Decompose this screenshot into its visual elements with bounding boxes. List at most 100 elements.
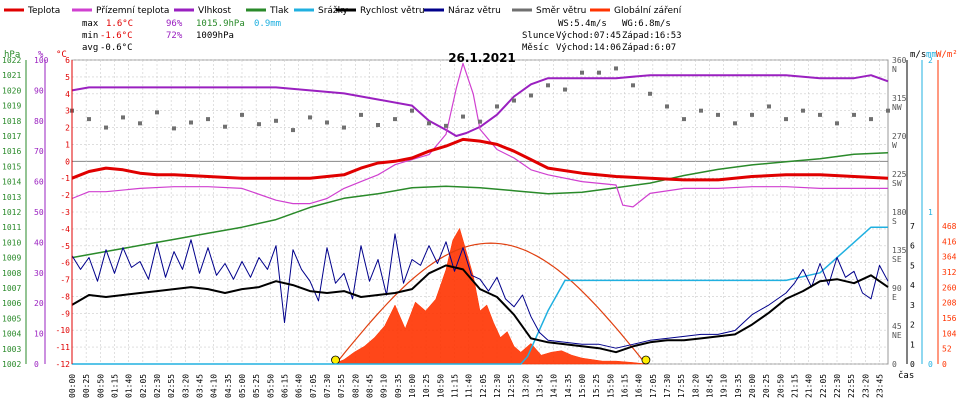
axis-degc-tick: -6: [60, 259, 70, 268]
axis-hpa-tick: 1006: [2, 299, 21, 308]
wind-direction-point: [138, 121, 142, 126]
sunset-marker: [641, 355, 651, 365]
axis-dir-name: NW: [892, 103, 902, 112]
axis-pct-tick: 60: [34, 178, 44, 187]
wind-direction-point: [665, 104, 669, 109]
stat-max-hum: 96%: [166, 19, 183, 29]
axis-ms-tick: 1: [910, 340, 915, 349]
axis-ms-tick: 4: [910, 281, 915, 290]
x-tick-label: 17:55: [677, 374, 686, 398]
axis-hpa-tick: 1021: [2, 71, 21, 80]
wind-direction-point: [801, 108, 805, 113]
x-tick-label: 07:55: [337, 374, 346, 398]
legend-label: Srážky: [318, 6, 349, 16]
axis-hpa-tick: 1022: [2, 56, 21, 65]
x-tick-label: 22:05: [819, 374, 828, 398]
wind-direction-point: [818, 112, 822, 117]
axis-wm2-tick: 52: [942, 345, 952, 354]
wind-direction-point: [87, 117, 91, 122]
header-stats: 26.1.2021 max 1.6°C 96% 1015.9hPa 0.9mm …: [82, 19, 682, 65]
axis-degc-tick: 3: [65, 107, 70, 116]
x-tick-label: 12:55: [507, 374, 516, 398]
axis-wm2-tick: 312: [942, 268, 957, 277]
wind-direction-point: [461, 114, 465, 119]
legend-label: Tlak: [269, 6, 290, 16]
axis-pct-tick: 80: [34, 117, 44, 126]
axis-pct-tick: 20: [34, 299, 44, 308]
x-tick-label: 01:40: [125, 374, 134, 398]
info-sun-set: Západ:16:53: [622, 31, 682, 41]
wind-direction-point: [767, 104, 771, 109]
axis-hpa-tick: 1017: [2, 132, 21, 141]
wind-direction-point: [427, 121, 431, 126]
wind-gust-line: [71, 233, 889, 349]
axis-degc-tick: 4: [65, 90, 70, 99]
axis-degc-tick: -9: [60, 309, 70, 318]
wind-direction-point: [172, 126, 176, 131]
axis-wm2-tick: 208: [942, 299, 957, 308]
axis-dir-tick: 135: [892, 246, 907, 255]
info-wg: WG:6.8m/s: [622, 19, 671, 29]
stat-max-press: 1015.9hPa: [196, 19, 245, 29]
axis-pct-tick: 40: [34, 238, 44, 247]
x-tick-label: 14:10: [550, 374, 559, 398]
stat-max-label: max: [82, 19, 99, 29]
x-tick-label: 13:20: [521, 374, 530, 398]
x-tick-label: 16:15: [621, 374, 630, 398]
axis-hpa-tick: 1005: [2, 314, 21, 323]
x-tick-label: 21:40: [805, 374, 814, 398]
stat-min-hum: 72%: [166, 31, 183, 41]
wind-direction-points: [70, 66, 890, 133]
wind-direction-point: [274, 118, 278, 123]
wind-direction-point: [631, 83, 635, 88]
wind-direction-point: [614, 66, 618, 71]
wind-direction-point: [512, 98, 516, 103]
wind-direction-point: [750, 112, 754, 117]
wind-direction-point: [784, 117, 788, 122]
axis-dir-name: SE: [892, 255, 902, 264]
x-tick-label: 02:05: [139, 374, 148, 398]
x-tick-label: 07:30: [323, 374, 332, 398]
axis-wm2-tick: 260: [942, 283, 957, 292]
x-tick-label: 22:55: [847, 374, 856, 398]
axis-hpa-tick: 1019: [2, 102, 21, 111]
axis-degc-tick: -7: [60, 276, 70, 285]
x-tick-label: 02:30: [153, 374, 162, 398]
pressure-line: [71, 151, 889, 259]
x-tick-label: 09:10: [380, 374, 389, 398]
x-tick-label: 12:05: [479, 374, 488, 398]
axis-mm-tick: 0: [928, 360, 933, 369]
axis-hpa-tick: 1004: [2, 330, 21, 339]
wind-direction-point: [478, 119, 482, 124]
axis-degc-tick: -1: [60, 174, 70, 183]
wind-direction-point: [597, 70, 601, 75]
axis-pct-tick: 0: [34, 360, 39, 369]
axis-degc-tick: -4: [60, 225, 70, 234]
axis-degc-tick: -10: [56, 326, 71, 335]
axis-degc-tick: -5: [60, 242, 70, 251]
axis-hpa-tick: 1007: [2, 284, 21, 293]
axis-pct-tick: 30: [34, 269, 44, 278]
axes: 00:00 00:25 00:50 01:15 01:40 02:05 02:30 02:55…: [2, 50, 958, 398]
axis-mm-tick: 2: [928, 56, 933, 65]
x-tick-label: 20:50: [776, 374, 785, 398]
x-tick-label: 17:30: [663, 374, 672, 398]
wind-direction-point: [682, 117, 686, 122]
x-tick-label: 18:20: [691, 374, 700, 398]
axis-pct-tick: 50: [34, 208, 44, 217]
axis-hpa-tick: 1003: [2, 345, 21, 354]
axis-mm-tick: 1: [928, 208, 933, 217]
x-tick-label: 00:25: [82, 374, 91, 398]
stat-max-rain: 0.9mm: [254, 19, 281, 29]
stat-min-press: 1009hPa: [196, 31, 234, 41]
stat-min-label: min: [82, 31, 98, 41]
wind-direction-point: [835, 121, 839, 126]
chart-title: 26.1.2021: [448, 51, 516, 65]
legend: Teplota Přízemní teplota Vlhkost Tlak Srážky…: [4, 6, 682, 16]
axis-ms-label: m/s: [910, 50, 926, 60]
x-tick-label: 07:05: [309, 374, 318, 398]
x-tick-label: 01:15: [111, 374, 120, 398]
humidity-line: [71, 74, 889, 137]
axis-hpa-tick: 1011: [2, 223, 21, 232]
axis-wm2-tick: 0: [942, 360, 947, 369]
